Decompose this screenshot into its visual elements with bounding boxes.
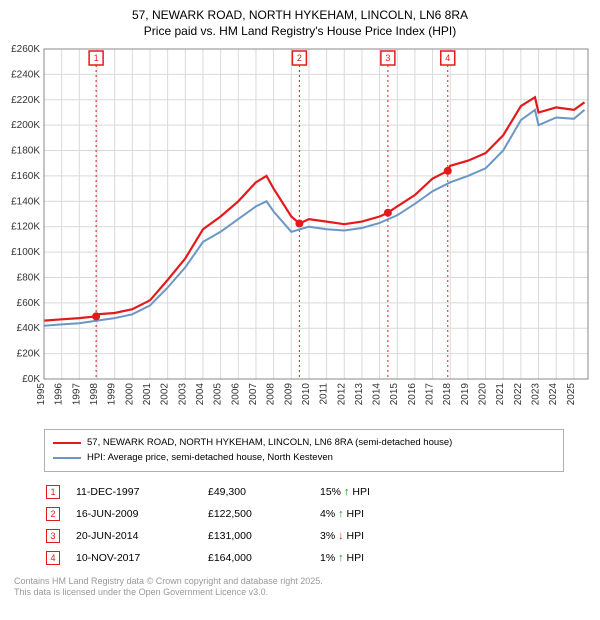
svg-text:2003: 2003 xyxy=(177,383,188,406)
svg-text:2002: 2002 xyxy=(160,383,171,406)
svg-text:2017: 2017 xyxy=(425,383,436,406)
table-row: 2 16-JUN-2009£122,5004% ↑ HPI xyxy=(46,504,384,524)
svg-text:2010: 2010 xyxy=(301,383,312,406)
svg-text:2018: 2018 xyxy=(442,383,453,406)
price-chart: £0K£20K£40K£60K£80K£100K£120K£140K£160K£… xyxy=(6,43,594,421)
sale-date: 11-DEC-1997 xyxy=(76,482,206,502)
svg-text:2: 2 xyxy=(297,53,302,63)
sale-price: £131,000 xyxy=(208,526,318,546)
svg-text:£60K: £60K xyxy=(17,298,41,309)
svg-text:2007: 2007 xyxy=(248,383,259,406)
svg-text:1995: 1995 xyxy=(36,383,47,406)
sale-point xyxy=(92,313,100,321)
svg-text:2015: 2015 xyxy=(389,383,400,406)
chart-title: 57, NEWARK ROAD, NORTH HYKEHAM, LINCOLN,… xyxy=(6,8,594,39)
sales-table: 1 11-DEC-1997£49,30015% ↑ HPI 2 16-JUN-2009… xyxy=(44,480,386,570)
legend-swatch xyxy=(53,457,81,460)
sale-date: 20-JUN-2014 xyxy=(76,526,206,546)
svg-text:£180K: £180K xyxy=(11,146,40,157)
sale-date: 16-JUN-2009 xyxy=(76,504,206,524)
footer-attribution: Contains HM Land Registry data © Crown c… xyxy=(14,576,586,599)
svg-text:2001: 2001 xyxy=(142,383,153,406)
svg-text:£20K: £20K xyxy=(17,349,41,360)
legend: 57, NEWARK ROAD, NORTH HYKEHAM, LINCOLN,… xyxy=(44,429,564,471)
svg-text:2021: 2021 xyxy=(495,383,506,406)
svg-text:£140K: £140K xyxy=(11,196,40,207)
legend-swatch xyxy=(53,442,81,445)
svg-text:1998: 1998 xyxy=(89,383,100,406)
svg-text:£220K: £220K xyxy=(11,95,40,106)
svg-text:2016: 2016 xyxy=(407,383,418,406)
svg-text:£120K: £120K xyxy=(11,222,40,233)
svg-text:2009: 2009 xyxy=(283,383,294,406)
svg-text:2024: 2024 xyxy=(548,383,559,406)
sale-price: £122,500 xyxy=(208,504,318,524)
legend-item: 57, NEWARK ROAD, NORTH HYKEHAM, LINCOLN,… xyxy=(53,435,555,450)
footer-line1: Contains HM Land Registry data © Crown c… xyxy=(14,576,586,588)
svg-text:2025: 2025 xyxy=(566,383,577,406)
svg-text:2019: 2019 xyxy=(460,383,471,406)
table-row: 3 20-JUN-2014£131,0003% ↓ HPI xyxy=(46,526,384,546)
sale-marker: 4 xyxy=(46,551,60,565)
svg-text:£240K: £240K xyxy=(11,70,40,81)
sale-date: 10-NOV-2017 xyxy=(76,548,206,568)
sale-delta: 1% ↑ HPI xyxy=(320,548,384,568)
svg-text:2022: 2022 xyxy=(513,383,524,406)
svg-text:2011: 2011 xyxy=(319,383,330,405)
svg-text:2005: 2005 xyxy=(213,383,224,406)
legend-item: HPI: Average price, semi-detached house,… xyxy=(53,450,555,465)
svg-text:2020: 2020 xyxy=(478,383,489,406)
sale-point xyxy=(295,220,303,228)
svg-text:£100K: £100K xyxy=(11,247,40,258)
svg-text:2004: 2004 xyxy=(195,383,206,406)
svg-text:2012: 2012 xyxy=(336,383,347,406)
svg-text:1997: 1997 xyxy=(71,383,82,406)
sale-marker: 3 xyxy=(46,529,60,543)
table-row: 4 10-NOV-2017£164,0001% ↑ HPI xyxy=(46,548,384,568)
svg-text:3: 3 xyxy=(385,53,390,63)
sale-point xyxy=(384,209,392,217)
svg-text:4: 4 xyxy=(445,53,450,63)
svg-text:£260K: £260K xyxy=(11,44,40,55)
sale-marker: 1 xyxy=(46,485,60,499)
sale-delta: 15% ↑ HPI xyxy=(320,482,384,502)
svg-text:2008: 2008 xyxy=(266,383,277,406)
svg-text:£40K: £40K xyxy=(17,323,41,334)
footer-line2: This data is licensed under the Open Gov… xyxy=(14,587,586,599)
svg-text:2023: 2023 xyxy=(531,383,542,406)
legend-label: HPI: Average price, semi-detached house,… xyxy=(87,450,333,465)
sale-delta: 4% ↑ HPI xyxy=(320,504,384,524)
sale-marker: 2 xyxy=(46,507,60,521)
title-line2: Price paid vs. HM Land Registry's House … xyxy=(6,24,594,40)
svg-text:£80K: £80K xyxy=(17,273,41,284)
table-row: 1 11-DEC-1997£49,30015% ↑ HPI xyxy=(46,482,384,502)
svg-text:£200K: £200K xyxy=(11,120,40,131)
svg-text:2014: 2014 xyxy=(372,383,383,406)
svg-text:1996: 1996 xyxy=(54,383,65,406)
sale-point xyxy=(444,167,452,175)
title-line1: 57, NEWARK ROAD, NORTH HYKEHAM, LINCOLN,… xyxy=(6,8,594,24)
sale-delta: 3% ↓ HPI xyxy=(320,526,384,546)
svg-text:1999: 1999 xyxy=(107,383,118,406)
svg-text:2006: 2006 xyxy=(230,383,241,406)
svg-text:2013: 2013 xyxy=(354,383,365,406)
legend-label: 57, NEWARK ROAD, NORTH HYKEHAM, LINCOLN,… xyxy=(87,435,452,450)
sale-price: £49,300 xyxy=(208,482,318,502)
svg-text:£160K: £160K xyxy=(11,171,40,182)
sale-price: £164,000 xyxy=(208,548,318,568)
svg-text:1: 1 xyxy=(94,53,99,63)
svg-text:2000: 2000 xyxy=(124,383,135,406)
